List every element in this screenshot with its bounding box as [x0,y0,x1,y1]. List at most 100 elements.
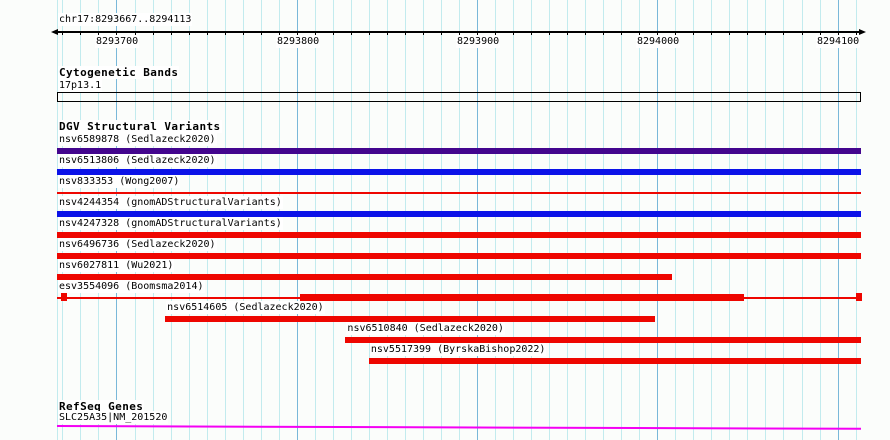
variant-bar-nsv6589878[interactable] [57,148,861,154]
gridline-minor [531,0,533,440]
ruler-major-tick [657,31,659,37]
variant-label-nsv6027811[interactable]: nsv6027811 (Wu2021) [58,259,175,272]
gridline-minor [855,0,857,440]
gridline-minor [639,0,641,440]
ruler-minor-tick [350,31,352,35]
section-header-refseq-genes: RefSeq Genes [58,400,145,413]
ruler-minor-tick [242,31,244,35]
ruler-minor-tick [549,31,551,35]
gridline-minor [621,0,623,440]
ruler-minor-tick [260,31,262,35]
ruler-minor-tick [513,31,515,35]
gridline-minor [459,0,460,440]
gridline-minor [567,0,569,440]
variant-bar-nsv5517399[interactable] [368,358,861,364]
gridline-minor [350,0,352,440]
gene-label[interactable]: SLC25A35|NM_201520 [58,411,169,424]
gridline-minor [603,0,605,440]
ruler-minor-tick [386,31,388,35]
ruler-minor-tick [639,31,641,35]
gridline-minor [549,0,551,440]
ruler-major-tick [116,31,118,37]
variant-label-nsv6514605[interactable]: nsv6514605 (Sedlazeck2020) [166,301,325,314]
ruler-minor-tick [675,31,677,35]
ruler-major-tick [837,31,839,37]
gridline-minor [513,0,515,440]
variant-label-nsv6513806[interactable]: nsv6513806 (Sedlazeck2020) [58,154,217,167]
ruler-minor-tick [603,31,605,35]
ruler-minor-tick [170,31,172,35]
ruler-minor-tick [368,31,370,35]
ruler-major-tick [477,31,479,37]
ruler-tick-label: 8293700 [95,35,140,48]
variant-bar-nsv6513806[interactable] [57,169,861,175]
ruler-tick-label: 8294000 [636,35,681,48]
variant-label-nsv6510840[interactable]: nsv6510840 (Sedlazeck2020) [346,322,505,335]
ruler-minor-tick [621,31,623,35]
gridline-minor [585,0,587,440]
variant-label-nsv833353[interactable]: nsv833353 (Wong2007) [58,175,181,188]
section-header-dgv-structural-variants: DGV Structural Variants [58,120,222,133]
gridline-minor [765,0,767,440]
ruler-minor-tick [531,31,533,35]
ruler-minor-tick [765,31,767,35]
gridline-minor [332,0,334,440]
variant-label-nsv6496736[interactable]: nsv6496736 (Sedlazeck2020) [58,238,217,251]
ruler-minor-tick [314,31,316,35]
ruler-minor-tick [459,31,460,35]
variant-bar-nsv4247328[interactable] [57,232,861,238]
ruler-minor-tick [134,31,136,35]
ruler-minor-tick [422,31,424,35]
ruler-minor-tick [278,31,280,35]
variant-bar-nsv6514605[interactable] [165,316,656,322]
ruler-minor-tick [729,31,731,35]
ruler-minor-tick [152,31,154,35]
variant-end-cap-esv3554096[interactable] [856,293,863,301]
gridline-major [477,0,479,440]
ruler-minor-tick [98,31,100,35]
variant-label-nsv4244354[interactable]: nsv4244354 (gnomADStructuralVariants) [58,196,283,209]
gridline-major [657,0,659,440]
ruler-minor-tick [783,31,785,35]
gridline-minor [404,0,406,440]
gridline-minor [819,0,821,440]
variant-label-esv3554096[interactable]: esv3554096 (Boomsma2014) [58,280,205,293]
gridline-minor [801,0,803,440]
ruler-minor-tick [440,31,442,35]
variant-bar-nsv6496736[interactable] [57,253,861,259]
ruler-minor-tick [206,31,208,35]
variant-label-nsv6589878[interactable]: nsv6589878 (Sedlazeck2020) [58,133,217,146]
ruler-minor-tick [80,31,82,35]
ruler-line [57,31,859,33]
variant-bar-nsv6510840[interactable] [345,337,861,343]
ruler-minor-tick [404,31,406,35]
ruler-minor-tick [188,31,190,35]
gridline-major [296,0,298,440]
gridline-minor [711,0,713,440]
gridline-minor [783,0,785,440]
variant-bar-nsv833353[interactable] [57,192,861,194]
variant-bar-nsv6027811[interactable] [57,274,672,280]
ruler-major-tick [296,31,298,37]
variant-inner-bar-esv3554096[interactable] [300,294,744,301]
section-header-cytogenetic-bands: Cytogenetic Bands [58,66,180,79]
ruler-minor-tick [819,31,821,35]
ruler-tick-label: 8293800 [276,35,321,48]
ruler-minor-tick [62,31,64,35]
cytoband-label: 17p13.1 [58,79,103,92]
variant-bar-nsv4244354[interactable] [57,211,861,217]
ruler-tick-label: 8294100 [816,35,861,48]
ruler-left-arrow-icon [51,28,58,35]
variant-label-nsv4247328[interactable]: nsv4247328 (gnomADStructuralVariants) [58,217,283,230]
ruler-minor-tick [585,31,587,35]
gridline-major [837,0,839,440]
ruler-minor-tick [747,31,749,35]
gridline-minor [440,0,442,440]
ruler-minor-tick [495,31,497,35]
variant-end-cap-esv3554096[interactable] [61,293,68,301]
variant-label-nsv5517399[interactable]: nsv5517399 (ByrskaBishop2022) [369,343,547,356]
ruler-minor-tick [711,31,713,35]
gridline-minor [314,0,316,440]
ruler-minor-tick [224,31,226,35]
